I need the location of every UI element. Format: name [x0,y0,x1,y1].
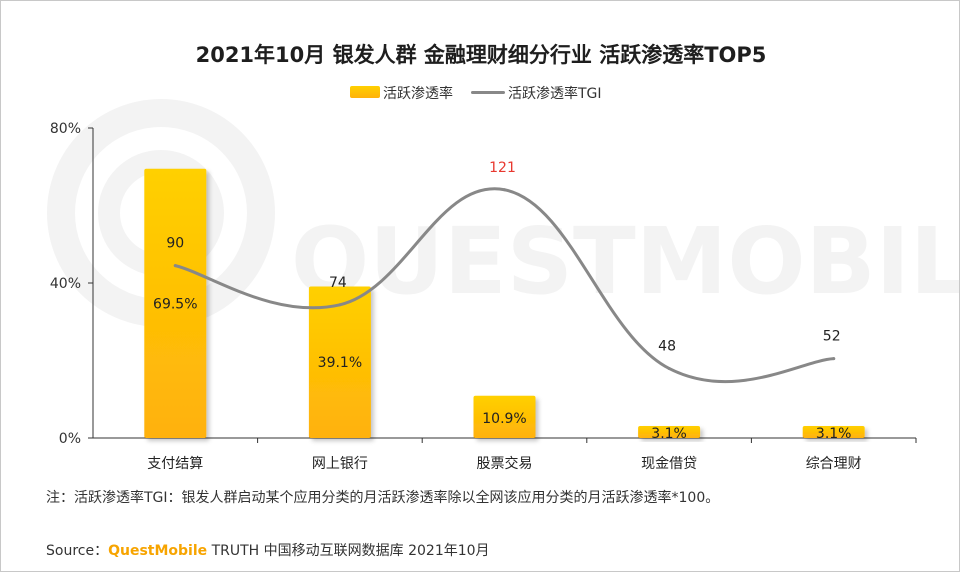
y-tick-label: 0% [59,431,81,447]
tgi-point [338,303,342,307]
tgi-data-label: 121 [489,160,516,176]
tgi-point [503,188,506,192]
y-tick-label: 40% [50,276,81,292]
combo-chart: QUESTMOBILE 0% 40% 80% 支付结算 网上银行 股票交易 现金借贷 综合理财 6… [47,99,960,472]
tgi-data-label: 52 [823,329,841,345]
tgi-point [832,357,836,361]
bar [144,168,207,438]
watermark: QUESTMOBILE [47,99,960,327]
source-brand: QuestMobile [108,543,208,559]
bar [308,286,371,438]
legend-bar-label: 活跃渗透率 [383,86,453,102]
legend-line-label: 活跃渗透率TGI [508,86,602,102]
footnote: 注：活跃渗透率TGI：银发人群启动某个应用分类的月活跃渗透率除以全网该应用分类的… [46,490,720,506]
x-tick-label: 现金借贷 [641,456,697,472]
bar-data-label: 69.5% [153,296,197,312]
legend: 活跃渗透率 活跃渗透率TGI [1,81,959,103]
source-line: Source：QuestMobile TRUTH 中国移动互联网数据库 2021… [46,540,490,560]
tgi-data-label: 90 [166,236,184,252]
tgi-data-label: 74 [329,275,347,291]
bar-data-label: 10.9% [482,411,526,427]
bar-data-label: 39.1% [318,355,362,371]
bar [802,425,865,438]
x-tick-label: 综合理财 [806,456,862,472]
x-tick-label: 网上银行 [312,456,368,472]
bar-data-label: 3.1% [651,426,687,442]
bar [473,395,536,438]
x-tick-label: 股票交易 [477,455,533,472]
legend-bar-swatch [350,86,380,98]
tgi-point [173,264,177,268]
y-tick-label: 80% [50,121,81,137]
tgi-point [667,366,671,370]
bar [638,425,701,438]
source-rest: TRUTH 中国移动互联网数据库 2021年10月 [207,543,490,559]
bar-data-label: 3.1% [816,426,852,442]
source-prefix: Source： [46,543,109,559]
tgi-data-label: 48 [658,338,676,354]
legend-line-swatch [471,91,505,94]
watermark-text: QUESTMOBILE [291,208,960,315]
x-tick-label: 支付结算 [147,456,203,472]
chart-title: 2021年10月 银发人群 金融理财细分行业 活跃渗透率TOP5 [195,43,767,67]
